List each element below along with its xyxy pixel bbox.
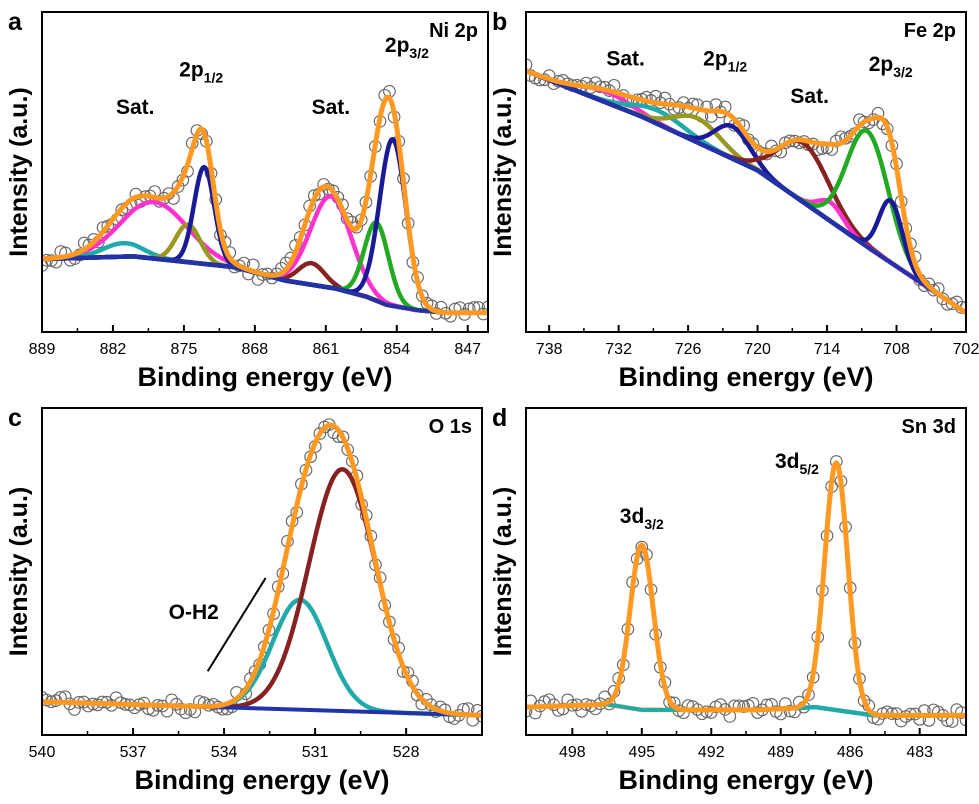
element-label: Ni 2p xyxy=(429,20,478,42)
x-tick-label: 702 xyxy=(953,341,979,358)
x-tick-label: 489 xyxy=(767,744,794,761)
axes-frame xyxy=(41,407,483,736)
x-tick-label: 537 xyxy=(120,744,147,761)
data-point xyxy=(317,178,331,191)
envelope-fit-line xyxy=(42,94,488,316)
x-tick-label: 528 xyxy=(393,744,420,761)
peak-label: O-H2 xyxy=(169,601,219,624)
plot-area xyxy=(526,58,966,315)
data-point xyxy=(481,300,488,314)
y-axis-label: Intensity (a.u.) xyxy=(489,87,517,256)
peak-label: Sat. xyxy=(116,96,155,119)
x-tick-label: 498 xyxy=(559,744,586,761)
x-tick-label: 738 xyxy=(536,341,563,358)
panel-b: 738 732 726 720 714 708 702 Binding energy (eV)… xyxy=(489,8,979,392)
envelope-fit-line xyxy=(526,68,966,315)
x-tick-label: 708 xyxy=(883,341,910,358)
x-tick-label: 486 xyxy=(837,744,864,761)
axes-frame xyxy=(41,11,489,333)
x-axis-label: Binding energy (eV) xyxy=(618,362,873,392)
peak-label: 2p1/2 xyxy=(703,48,747,75)
x-tick-label: 875 xyxy=(171,341,198,358)
plot-area xyxy=(42,85,488,323)
plot-area xyxy=(42,418,482,727)
panel-letter: b xyxy=(492,8,507,36)
data-point xyxy=(313,427,327,440)
x-axis-label: Binding energy (eV) xyxy=(618,765,873,795)
data-point xyxy=(857,115,871,129)
annotation-arrow xyxy=(206,577,267,672)
panel-letter: c xyxy=(8,404,22,432)
peak-label: 2p1/2 xyxy=(179,58,223,85)
panel-d: 498 495 492 489 486 483 Binding energy (eV) Int… xyxy=(489,404,967,795)
panel-letter: a xyxy=(8,8,23,36)
plot-area xyxy=(526,455,966,728)
x-tick-label: 531 xyxy=(302,744,329,761)
x-tick-label: 726 xyxy=(675,341,702,358)
axes-frame xyxy=(525,11,967,333)
x-tick-label: 889 xyxy=(29,341,56,358)
element-label: Sn 3d xyxy=(902,416,956,438)
data-point xyxy=(737,700,751,713)
x-tick-label: 720 xyxy=(744,341,771,358)
data-point xyxy=(174,702,188,716)
data-point xyxy=(171,180,185,193)
data-point xyxy=(959,713,966,727)
x-tick-label: 732 xyxy=(605,341,632,358)
y-axis-label: Intensity (a.u.) xyxy=(5,487,33,656)
peak-component-0 xyxy=(526,542,966,718)
experimental-points xyxy=(526,455,966,728)
x-tick-label: 495 xyxy=(628,744,655,761)
x-tick-label: 861 xyxy=(312,341,339,358)
x-tick-label: 882 xyxy=(100,341,127,358)
peak-label: 3d5/2 xyxy=(775,450,819,477)
peak-label: 2p3/2 xyxy=(869,53,913,80)
axes-frame xyxy=(525,407,967,736)
x-tick-label: 854 xyxy=(383,341,410,358)
x-tick-label: 868 xyxy=(242,341,269,358)
peak-component-1 xyxy=(42,467,482,718)
peak-label: Sat. xyxy=(790,85,829,108)
x-tick-label: 847 xyxy=(454,341,481,358)
peak-label: 2p3/2 xyxy=(385,34,429,61)
experimental-points xyxy=(42,418,482,727)
peak-label: 3d3/2 xyxy=(620,505,664,532)
panel-letter: d xyxy=(492,404,507,432)
peak-label: Sat. xyxy=(606,48,645,71)
peak-label: Sat. xyxy=(312,96,351,119)
x-tick-label: 714 xyxy=(814,341,841,358)
x-tick-label: 540 xyxy=(29,744,56,761)
data-point xyxy=(635,540,649,554)
data-point xyxy=(955,706,966,719)
experimental-points xyxy=(42,85,488,323)
element-label: O 1s xyxy=(429,416,472,438)
y-axis-label: Intensity (a.u.) xyxy=(489,487,517,656)
data-point xyxy=(677,706,690,720)
envelope-fit-line xyxy=(526,460,966,718)
x-tick-label: 483 xyxy=(906,744,933,761)
element-label: Fe 2p xyxy=(904,20,956,42)
envelope-fit-line xyxy=(42,422,482,718)
x-tick-label: 492 xyxy=(698,744,725,761)
y-axis-label: Intensity (a.u.) xyxy=(5,87,33,256)
x-tick-label: 534 xyxy=(211,744,238,761)
panel-a: 889 882 875 868 861 854 847 Binding energy (eV)… xyxy=(5,8,489,392)
x-axis-label: Binding energy (eV) xyxy=(137,362,392,392)
x-axis-label: Binding energy (eV) xyxy=(134,765,389,795)
peak-component-1 xyxy=(526,460,966,718)
background-line xyxy=(526,69,966,315)
